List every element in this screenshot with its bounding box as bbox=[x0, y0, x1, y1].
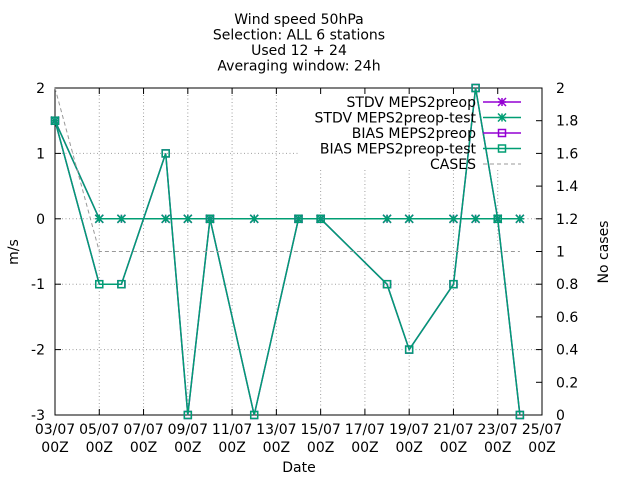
data-point bbox=[316, 214, 325, 224]
series-layer bbox=[50, 83, 525, 420]
y-tick-label: -2 bbox=[31, 343, 45, 359]
data-point bbox=[50, 116, 60, 125]
x-tick-label-hour: 00Z bbox=[218, 440, 245, 456]
data-point bbox=[471, 214, 481, 224]
y2-axis-label: No cases bbox=[596, 221, 612, 284]
x-tick-label-date: 13/07 bbox=[256, 422, 296, 438]
x-tick-label-date: 03/07 bbox=[35, 422, 75, 438]
legend-label: CASES bbox=[430, 157, 476, 173]
legend-marker bbox=[497, 97, 507, 107]
x-tick-label-hour: 00Z bbox=[440, 440, 467, 456]
title-line: Used 12 + 24 bbox=[251, 43, 347, 59]
x-tick-label-hour: 00Z bbox=[351, 440, 378, 456]
y2-tick-label: 1.2 bbox=[556, 212, 578, 228]
y-tick-label: 0 bbox=[36, 212, 45, 228]
legend-label: BIAS MEPS2preop bbox=[352, 126, 476, 142]
data-point bbox=[448, 214, 458, 224]
x-tick-label-hour: 00Z bbox=[528, 440, 555, 456]
data-point bbox=[515, 214, 525, 224]
data-point bbox=[515, 410, 525, 420]
x-tick-label-hour: 00Z bbox=[130, 440, 157, 456]
data-point bbox=[382, 279, 392, 289]
x-tick-label-date: 09/07 bbox=[168, 422, 208, 438]
data-point bbox=[161, 149, 170, 158]
x-tick-label-date: 05/07 bbox=[79, 422, 119, 438]
data-point bbox=[205, 214, 215, 224]
y-axis-ticks: -3 -2 -1 0 1 2 bbox=[31, 81, 61, 424]
title-line: Wind speed 50hPa bbox=[234, 12, 363, 28]
data-point bbox=[117, 279, 126, 289]
x-tick-label-date: 19/07 bbox=[389, 422, 429, 438]
y2-axis-ticks: 0 0.2 0.4 0.6 0.8 1 1.2 1.4 1.6 1.8 2 bbox=[536, 81, 578, 424]
series-line bbox=[54, 87, 520, 252]
y2-tick-label: 0.2 bbox=[556, 375, 578, 391]
data-point bbox=[183, 410, 193, 420]
y2-tick-label: 1 bbox=[556, 245, 565, 261]
data-point bbox=[183, 214, 193, 224]
x-tick-label-hour: 00Z bbox=[307, 440, 334, 456]
data-point bbox=[116, 214, 126, 224]
data-point bbox=[382, 214, 392, 224]
legend-marker bbox=[497, 144, 507, 153]
legend-marker bbox=[497, 128, 507, 138]
y2-tick-label: 0 bbox=[556, 408, 565, 424]
data-point bbox=[94, 214, 104, 224]
legend-label: STDV MEPS2preop-test bbox=[315, 111, 477, 127]
x-tick-label-date: 17/07 bbox=[345, 422, 385, 438]
x-tick-label-hour: 00Z bbox=[395, 440, 422, 456]
x-tick-label-date: 23/07 bbox=[478, 422, 518, 438]
y-tick-label: -1 bbox=[31, 277, 45, 293]
data-point bbox=[161, 214, 171, 224]
y2-tick-label: 1.6 bbox=[556, 146, 578, 162]
legend-label: BIAS MEPS2preop-test bbox=[320, 142, 477, 158]
data-point bbox=[404, 345, 414, 354]
y2-tick-label: 1.4 bbox=[556, 179, 578, 195]
y-tick-label: 2 bbox=[36, 81, 45, 97]
x-axis-label: Date bbox=[282, 460, 315, 476]
series-line bbox=[54, 87, 521, 416]
data-point bbox=[95, 279, 104, 289]
x-tick-label-date: 25/07 bbox=[522, 422, 562, 438]
legend-label: STDV MEPS2preop bbox=[346, 95, 476, 111]
x-tick-label-hour: 00Z bbox=[263, 440, 290, 456]
y2-tick-label: 1.8 bbox=[556, 114, 578, 130]
data-point bbox=[471, 83, 480, 93]
series-bias-meps2preop-test bbox=[50, 83, 525, 420]
x-tick-label-hour: 00Z bbox=[41, 440, 68, 456]
y2-tick-label: 0.4 bbox=[556, 343, 578, 359]
y2-tick-label: 2 bbox=[556, 81, 565, 97]
x-tick-label-hour: 00Z bbox=[174, 440, 201, 456]
y2-tick-label: 0.6 bbox=[556, 310, 578, 326]
y-tick-label: -3 bbox=[31, 408, 45, 424]
title-line: Selection: ALL 6 stations bbox=[213, 28, 385, 44]
y-axis-label: m/s bbox=[6, 239, 22, 265]
data-point bbox=[404, 214, 414, 224]
x-tick-label-date: 11/07 bbox=[212, 422, 252, 438]
data-point bbox=[493, 214, 502, 224]
x-axis-ticks: 03/07 00Z 05/07 00Z 07/07 00Z 09/07 00Z 11/07 00Z… bbox=[35, 88, 562, 456]
data-point bbox=[294, 214, 303, 224]
data-point bbox=[449, 279, 458, 289]
x-tick-label-hour: 00Z bbox=[86, 440, 113, 456]
series-cases bbox=[54, 87, 520, 252]
legend-marker bbox=[497, 112, 507, 123]
x-tick-label-date: 07/07 bbox=[123, 422, 163, 438]
x-tick-label-date: 15/07 bbox=[300, 422, 340, 438]
x-tick-label-hour: 00Z bbox=[484, 440, 511, 456]
data-point bbox=[249, 410, 259, 420]
y2-tick-label: 0.8 bbox=[556, 277, 578, 293]
y-tick-label: 1 bbox=[36, 146, 45, 162]
title-line: Averaging window: 24h bbox=[217, 59, 380, 75]
x-tick-label-date: 21/07 bbox=[433, 422, 473, 438]
data-point bbox=[249, 214, 259, 224]
